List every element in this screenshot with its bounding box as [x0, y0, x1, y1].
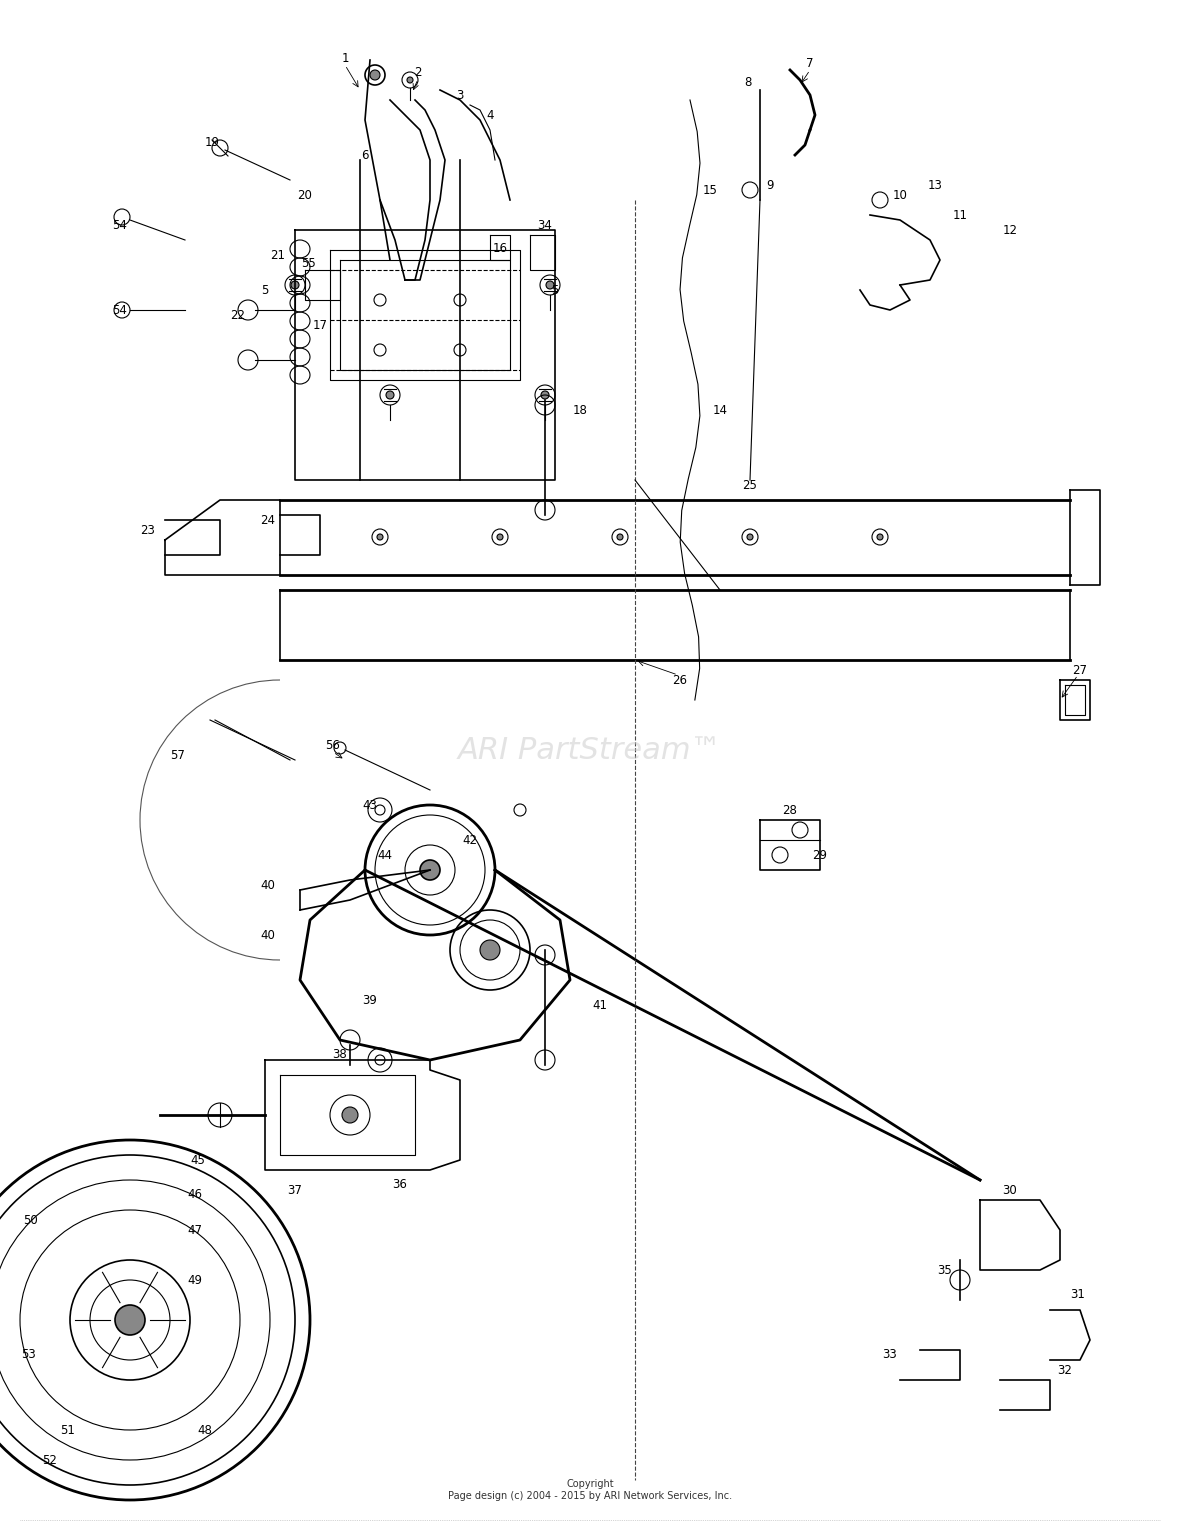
- Text: 35: 35: [938, 1264, 952, 1276]
- Text: 22: 22: [230, 309, 245, 321]
- Circle shape: [386, 392, 394, 399]
- Circle shape: [291, 282, 299, 289]
- Text: 20: 20: [297, 188, 313, 202]
- Text: 18: 18: [572, 404, 588, 416]
- Text: 25: 25: [742, 479, 758, 491]
- Text: 11: 11: [952, 208, 968, 222]
- Text: 6: 6: [361, 148, 368, 162]
- Circle shape: [376, 534, 384, 540]
- Text: 36: 36: [393, 1178, 407, 1192]
- Circle shape: [546, 282, 553, 289]
- Text: 32: 32: [1057, 1363, 1073, 1377]
- Text: 5: 5: [551, 283, 558, 297]
- Text: 9: 9: [766, 179, 774, 191]
- Text: 12: 12: [1003, 223, 1017, 237]
- Circle shape: [540, 392, 549, 399]
- Text: 56: 56: [326, 739, 341, 751]
- Text: 54: 54: [112, 219, 127, 231]
- Text: 15: 15: [702, 184, 717, 196]
- Text: 21: 21: [270, 248, 286, 262]
- Text: 40: 40: [261, 878, 275, 892]
- Text: 44: 44: [378, 849, 393, 861]
- Text: 52: 52: [42, 1454, 58, 1466]
- Text: 57: 57: [171, 748, 185, 762]
- Text: 30: 30: [1003, 1184, 1017, 1196]
- Text: 2: 2: [414, 66, 421, 78]
- Text: 28: 28: [782, 803, 798, 817]
- Circle shape: [407, 76, 413, 83]
- Circle shape: [877, 534, 883, 540]
- Text: 29: 29: [813, 849, 827, 861]
- Text: 5: 5: [261, 283, 269, 297]
- Circle shape: [371, 70, 380, 80]
- Text: 55: 55: [301, 257, 315, 269]
- Text: ARI PartStream™: ARI PartStream™: [458, 736, 722, 765]
- Text: 54: 54: [112, 303, 127, 317]
- Text: 3: 3: [457, 89, 464, 101]
- Text: 24: 24: [261, 514, 275, 526]
- Circle shape: [747, 534, 753, 540]
- Text: 1: 1: [341, 52, 349, 64]
- Text: 10: 10: [892, 188, 907, 202]
- Circle shape: [420, 860, 440, 880]
- Text: 34: 34: [538, 219, 552, 231]
- Text: 50: 50: [22, 1213, 38, 1227]
- Text: 42: 42: [463, 834, 478, 846]
- Circle shape: [617, 534, 623, 540]
- Text: 40: 40: [261, 929, 275, 941]
- Text: 17: 17: [313, 318, 328, 332]
- Text: 48: 48: [197, 1423, 212, 1437]
- Text: 23: 23: [140, 523, 156, 537]
- Text: 43: 43: [362, 799, 378, 811]
- Text: 47: 47: [188, 1224, 203, 1236]
- Text: 53: 53: [20, 1348, 35, 1362]
- Text: 13: 13: [927, 179, 943, 191]
- Text: 7: 7: [806, 57, 814, 69]
- Text: 27: 27: [1073, 664, 1088, 676]
- Text: 45: 45: [190, 1154, 205, 1166]
- Text: 31: 31: [1070, 1288, 1086, 1302]
- Text: Copyright
Page design (c) 2004 - 2015 by ARI Network Services, Inc.: Copyright Page design (c) 2004 - 2015 by…: [448, 1480, 732, 1501]
- Text: 51: 51: [60, 1423, 76, 1437]
- Text: 49: 49: [188, 1273, 203, 1287]
- Circle shape: [497, 534, 503, 540]
- Circle shape: [114, 1305, 145, 1336]
- Text: 16: 16: [492, 242, 507, 254]
- Text: 19: 19: [204, 136, 219, 148]
- Text: 33: 33: [883, 1348, 897, 1362]
- Circle shape: [342, 1108, 358, 1123]
- Text: 41: 41: [592, 999, 608, 1011]
- Circle shape: [480, 939, 500, 959]
- Text: 4: 4: [486, 109, 493, 121]
- Text: 26: 26: [673, 673, 688, 687]
- Text: 14: 14: [713, 404, 728, 416]
- Text: 8: 8: [745, 75, 752, 89]
- Text: 46: 46: [188, 1189, 203, 1201]
- Text: 39: 39: [362, 993, 378, 1007]
- Text: 38: 38: [333, 1048, 347, 1062]
- Text: 37: 37: [288, 1184, 302, 1196]
